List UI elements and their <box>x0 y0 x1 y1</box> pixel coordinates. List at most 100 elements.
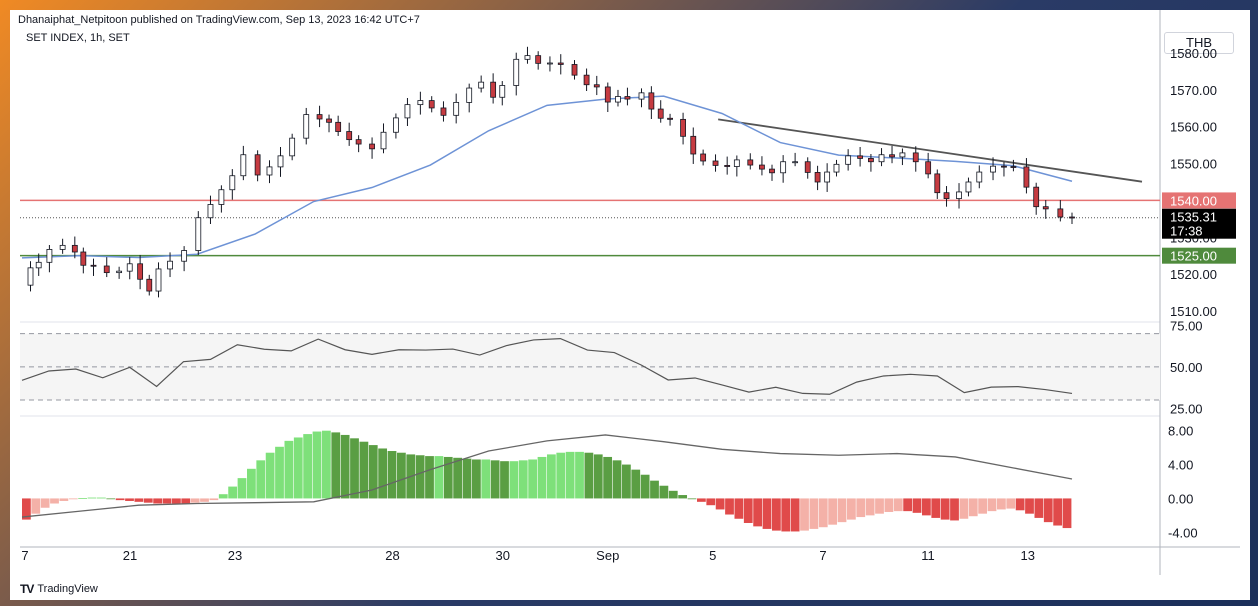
candle-body <box>824 171 831 183</box>
candle-body <box>814 172 821 183</box>
candle-body <box>369 143 375 150</box>
moving-average-line <box>21 95 1073 259</box>
time-tick-label: 11 <box>921 548 935 563</box>
histogram-bar <box>68 498 78 500</box>
histogram-bar <box>481 459 491 499</box>
histogram-bar <box>837 498 847 523</box>
histogram-bar <box>753 498 763 527</box>
candle-body <box>137 263 144 280</box>
histogram-bar <box>772 498 781 531</box>
histogram-bar <box>631 469 641 499</box>
candle-body <box>155 268 162 292</box>
candle-body <box>583 74 590 86</box>
candle-body <box>277 155 284 168</box>
histogram-bar <box>603 456 613 499</box>
candle-body <box>229 175 236 191</box>
candle-body <box>524 55 531 60</box>
histogram-bar <box>1062 498 1072 529</box>
histogram-bar <box>875 498 884 514</box>
histogram-bar <box>1015 498 1025 511</box>
histogram-bar <box>312 431 322 499</box>
candle-body <box>912 152 919 163</box>
time-tick-label: 28 <box>385 548 399 563</box>
candle-body <box>513 58 520 86</box>
candle-body <box>116 270 123 274</box>
histogram-bar <box>828 498 838 525</box>
histogram-bar <box>303 434 313 499</box>
oscillator-line <box>21 338 1073 395</box>
candle-body <box>845 155 852 165</box>
last-price-label: 1535.31 <box>1170 210 1217 225</box>
candle-body <box>335 121 342 132</box>
histogram-bar <box>987 498 997 512</box>
histogram-bar <box>762 498 772 529</box>
candle-body <box>1042 206 1049 210</box>
histogram-bar <box>697 498 706 502</box>
price-tick-label: 1510.00 <box>1170 304 1217 319</box>
candle-body <box>316 114 323 120</box>
histogram-bar <box>59 498 69 501</box>
candle-body <box>218 189 225 205</box>
histogram-bar <box>790 498 800 532</box>
histogram-bar <box>1053 498 1063 526</box>
histogram-bar <box>322 430 331 499</box>
hist-tick-label: -4.00 <box>1168 525 1198 540</box>
histogram-bar <box>865 498 875 516</box>
candle-body <box>535 55 542 64</box>
candle-body <box>934 173 941 194</box>
histogram-bar <box>997 498 1006 510</box>
histogram-bar <box>387 451 397 499</box>
candle-body <box>925 161 932 175</box>
histogram-bar <box>78 498 88 499</box>
histogram-bar <box>22 498 31 520</box>
osc-tick-label: 50.00 <box>1170 360 1203 375</box>
candle-body <box>690 135 697 155</box>
candle-body <box>417 100 424 106</box>
candle-body <box>1001 165 1007 168</box>
time-tick-label: 5 <box>709 548 716 563</box>
histogram-bar <box>547 454 556 499</box>
histogram-bar <box>884 498 894 512</box>
candle-body <box>547 62 553 65</box>
histogram-bar <box>125 498 134 501</box>
candle-body <box>943 192 950 199</box>
histogram-bar <box>565 451 575 499</box>
price-level-label: 1540.00 <box>1170 193 1217 208</box>
candle-body <box>80 251 87 266</box>
candle-body <box>326 118 332 123</box>
currency-button[interactable]: THB <box>1164 32 1234 54</box>
osc-tick-label: 75.00 <box>1170 318 1203 333</box>
candle-body <box>1010 166 1017 168</box>
candle-body <box>792 161 799 164</box>
price-tick-label: 1520.00 <box>1170 267 1217 282</box>
histogram-bar <box>575 451 584 499</box>
candle-body <box>615 96 621 103</box>
hist-tick-label: 8.00 <box>1168 424 1193 439</box>
histogram-bar <box>200 498 209 502</box>
histogram-bar <box>359 441 369 499</box>
price-tick-label: 1580.00 <box>1170 46 1217 61</box>
histogram-bar <box>1025 498 1034 514</box>
histogram-bar <box>847 498 856 520</box>
histogram-bar <box>912 498 922 513</box>
histogram-bar <box>228 486 238 499</box>
price-tick-label: 1560.00 <box>1170 120 1217 135</box>
candle-body <box>1033 186 1040 208</box>
histogram-bar <box>31 498 41 514</box>
histogram-bar <box>809 498 819 529</box>
candle-body <box>657 108 664 119</box>
candle-body <box>680 118 686 137</box>
histogram-bar <box>143 498 153 503</box>
candle-body <box>878 154 885 163</box>
histogram-bar <box>453 457 463 499</box>
histogram-bar <box>237 478 247 499</box>
candle-body <box>604 86 611 103</box>
candle-body <box>266 166 273 176</box>
histogram-bar <box>153 498 163 504</box>
histogram-bar <box>556 452 566 499</box>
candle-body <box>956 191 962 199</box>
candle-body <box>700 153 707 162</box>
candle-body <box>195 217 202 251</box>
chart-canvas: 1580.001570.001560.001550.001540.001530.… <box>20 10 1240 575</box>
candle-body <box>146 278 153 292</box>
